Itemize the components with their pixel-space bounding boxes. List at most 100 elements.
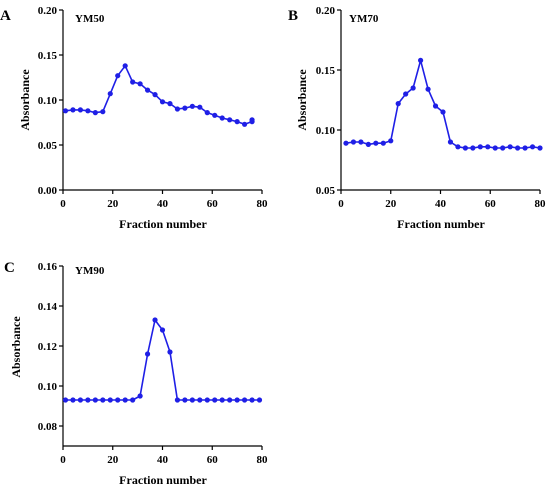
x-tick-label: 20 xyxy=(107,454,119,466)
y-tick-label: 0.20 xyxy=(38,5,58,17)
data-point xyxy=(410,85,416,91)
data-point xyxy=(62,108,69,114)
data-point xyxy=(241,121,248,127)
data-point xyxy=(62,397,69,403)
data-point xyxy=(388,138,394,144)
data-point xyxy=(432,103,439,109)
data-point xyxy=(350,139,357,145)
panel-b-letter: B xyxy=(288,8,298,24)
y-tick-label: 0.10 xyxy=(316,125,336,137)
x-tick-label: 60 xyxy=(207,454,219,466)
data-point xyxy=(115,73,121,79)
data-point xyxy=(395,101,401,107)
x-tick-label: 40 xyxy=(157,198,169,210)
data-point xyxy=(234,397,240,403)
data-point xyxy=(440,109,446,115)
data-point xyxy=(529,144,536,150)
panel-b-plot: 0.05 0.10 0.15 0.20 0 20 40 60 80 xyxy=(316,5,546,210)
panel-a-plot: 0.00 0.05 0.10 0.15 0.20 0 20 40 60 80 xyxy=(38,5,268,210)
data-point xyxy=(70,107,76,113)
x-tick-label: 40 xyxy=(157,454,169,466)
data-point xyxy=(227,117,233,123)
data-point xyxy=(365,141,371,147)
data-point xyxy=(130,397,136,403)
data-point xyxy=(197,397,203,403)
data-point xyxy=(197,104,203,110)
y-tick-label: 0.10 xyxy=(38,95,58,107)
data-point xyxy=(204,397,210,403)
x-tick-label: 60 xyxy=(485,198,497,210)
data-point xyxy=(167,101,173,107)
y-tick-label: 0.14 xyxy=(38,301,58,313)
y-tick-label: 0.20 xyxy=(316,5,336,17)
series-line xyxy=(65,65,253,126)
data-point xyxy=(249,397,255,403)
data-point xyxy=(159,327,166,333)
panel-a-letter: A xyxy=(0,8,11,24)
data-point xyxy=(92,110,98,116)
x-tick-label: 0 xyxy=(60,198,66,210)
x-tick-label: 0 xyxy=(338,198,344,210)
data-point xyxy=(144,351,151,357)
panel-a-ylabel: Absorbance xyxy=(18,69,32,131)
data-point xyxy=(515,145,521,151)
data-point xyxy=(522,145,528,151)
y-tick-label: 0.15 xyxy=(38,50,58,62)
x-tick-label: 0 xyxy=(60,454,66,466)
data-point xyxy=(418,57,424,64)
data-point xyxy=(159,99,166,105)
y-tick-label: 0.15 xyxy=(316,65,336,77)
data-point xyxy=(92,397,98,403)
y-tick-label: 0.08 xyxy=(38,421,58,433)
y-tick-label: 0.16 xyxy=(38,261,58,273)
data-point xyxy=(115,397,121,403)
panel-b: B YM70 Absorbance Fraction number 0.050.… xyxy=(288,5,546,231)
data-point xyxy=(152,317,158,323)
x-tick-label: 20 xyxy=(107,198,119,210)
data-point xyxy=(77,397,84,403)
x-tick-label: 20 xyxy=(385,198,397,210)
data-point xyxy=(182,105,188,111)
data-point xyxy=(537,145,543,151)
data-point xyxy=(152,92,158,98)
data-point xyxy=(256,397,263,403)
data-point xyxy=(130,79,136,85)
panel-b-ylabel: Absorbance xyxy=(295,69,309,131)
panel-a-xlabel: Fraction number xyxy=(119,217,207,231)
x-tick-label: 40 xyxy=(435,198,447,210)
data-point xyxy=(167,349,173,355)
data-point xyxy=(204,110,210,116)
data-point xyxy=(447,139,454,145)
panel-c: C YM90 Absorbance Fraction number 0.080.… xyxy=(4,260,268,487)
data-point xyxy=(492,145,498,151)
data-point xyxy=(85,397,91,403)
data-point xyxy=(500,145,506,151)
y-tick-label: 0.05 xyxy=(38,140,58,152)
panel-c-xlabel: Fraction number xyxy=(119,473,207,487)
y-tick-label: 0.12 xyxy=(38,341,58,353)
data-point xyxy=(137,81,143,87)
data-point xyxy=(77,107,84,113)
panel-a: A YM50 Absorbance Fraction number 0.000.… xyxy=(0,5,268,231)
y-tick-label: 0.00 xyxy=(38,185,58,197)
data-point xyxy=(241,397,248,403)
data-point xyxy=(144,87,151,93)
data-point xyxy=(85,108,91,114)
data-point xyxy=(137,393,143,399)
panel-c-title: YM90 xyxy=(75,265,105,277)
data-point xyxy=(373,140,379,146)
panel-c-letter: C xyxy=(4,260,15,276)
panel-b-xlabel: Fraction number xyxy=(397,217,485,231)
x-tick-label: 80 xyxy=(257,198,269,210)
y-tick-label: 0.05 xyxy=(316,185,336,197)
data-point xyxy=(212,112,218,118)
x-tick-label: 80 xyxy=(257,454,269,466)
series-line xyxy=(345,59,541,149)
data-point xyxy=(174,106,181,112)
data-point xyxy=(507,144,513,150)
data-point xyxy=(182,397,188,403)
data-point xyxy=(227,397,233,403)
data-point xyxy=(219,397,225,403)
data-point xyxy=(100,397,106,403)
